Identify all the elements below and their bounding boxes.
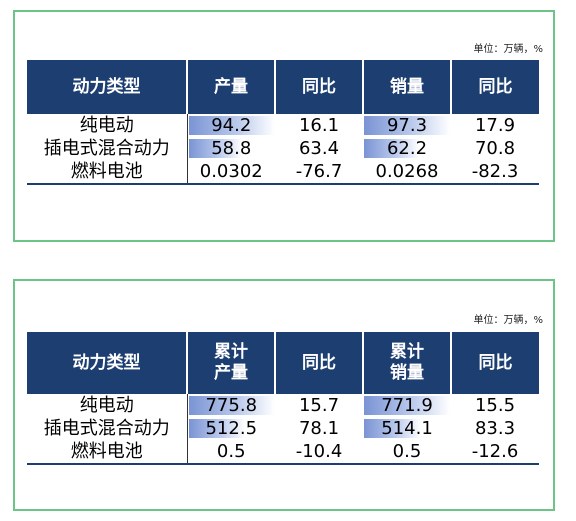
sales-data-bar bbox=[364, 396, 450, 415]
sales-data-bar bbox=[364, 139, 419, 158]
monthly-table: 动力类型 产量 同比 销量 同比 纯电动 94.2 16.1 97.3 17.9… bbox=[27, 60, 539, 185]
production-cell: 58.8 bbox=[186, 137, 275, 160]
production-data-bar bbox=[188, 419, 246, 438]
header-production-yoy: 同比 bbox=[274, 332, 363, 394]
sales-value: 771.9 bbox=[381, 395, 433, 416]
production-cell: 512.5 bbox=[186, 417, 275, 440]
sales-yoy-cell: 17.9 bbox=[474, 115, 516, 136]
production-cell: 0.5 bbox=[186, 440, 275, 465]
production-data-bar bbox=[188, 116, 275, 135]
power-type-cell: 插电式混合动力 bbox=[43, 418, 170, 439]
production-data-bar bbox=[188, 139, 243, 158]
production-value: 0.0302 bbox=[199, 161, 263, 182]
cumulative-panel: 单位：万辆，% 动力类型 累计 产量 同比 累计 销量 同比 纯电动 775.8… bbox=[13, 279, 555, 511]
production-yoy-cell: 15.7 bbox=[298, 395, 340, 416]
header-sales: 销量 bbox=[362, 60, 451, 114]
header-production: 产量 bbox=[186, 60, 275, 114]
header-sales-yoy: 同比 bbox=[450, 332, 539, 394]
sales-cell: 62.2 bbox=[363, 137, 451, 160]
sales-value: 0.0268 bbox=[375, 161, 439, 182]
sales-yoy-cell: -12.6 bbox=[451, 440, 539, 465]
production-yoy-cell: 16.1 bbox=[298, 115, 340, 136]
header-cumulative-sales: 累计 销量 bbox=[362, 332, 451, 394]
header-sales-yoy: 同比 bbox=[450, 60, 539, 114]
unit-note: 单位：万辆，% bbox=[473, 44, 543, 55]
table-row: 纯电动 94.2 16.1 97.3 17.9 bbox=[27, 114, 539, 137]
sales-value: 0.5 bbox=[392, 441, 422, 462]
sales-cell: 97.3 bbox=[363, 114, 451, 137]
cumulative-table: 动力类型 累计 产量 同比 累计 销量 同比 纯电动 775.8 15.7 77… bbox=[27, 332, 539, 465]
sales-cell: 0.0268 bbox=[363, 160, 451, 185]
production-value: 775.8 bbox=[205, 395, 258, 416]
sales-cell: 771.9 bbox=[363, 394, 451, 417]
header-power-type: 动力类型 bbox=[27, 60, 187, 114]
production-yoy-cell: -10.4 bbox=[275, 440, 363, 465]
table-row: 纯电动 775.8 15.7 771.9 15.5 bbox=[27, 394, 539, 417]
production-yoy-cell: 63.4 bbox=[298, 138, 340, 159]
sales-data-bar bbox=[364, 116, 450, 135]
sales-yoy-cell: 70.8 bbox=[474, 138, 516, 159]
sales-value: 97.3 bbox=[386, 115, 428, 136]
production-cell: 94.2 bbox=[186, 114, 275, 137]
production-value: 512.5 bbox=[205, 418, 258, 439]
table-header-row: 动力类型 产量 同比 销量 同比 bbox=[27, 60, 539, 114]
header-power-type: 动力类型 bbox=[27, 332, 187, 394]
power-type-cell: 燃料电池 bbox=[27, 160, 187, 185]
sales-cell: 514.1 bbox=[363, 417, 451, 440]
table-row: 插电式混合动力 512.5 78.1 514.1 83.3 bbox=[27, 417, 539, 440]
sales-value: 514.1 bbox=[381, 418, 433, 439]
unit-note: 单位：万辆，% bbox=[473, 315, 543, 326]
sales-value: 62.2 bbox=[386, 138, 428, 159]
power-type-cell: 纯电动 bbox=[79, 115, 134, 136]
table-row: 燃料电池 0.0302 -76.7 0.0268 -82.3 bbox=[27, 160, 539, 185]
production-cell: 775.8 bbox=[186, 394, 275, 417]
table-row: 插电式混合动力 58.8 63.4 62.2 70.8 bbox=[27, 137, 539, 160]
production-cell: 0.0302 bbox=[186, 160, 275, 185]
production-value: 58.8 bbox=[211, 138, 252, 159]
sales-yoy-cell: -82.3 bbox=[451, 160, 539, 185]
power-type-cell: 燃料电池 bbox=[27, 440, 187, 465]
monthly-panel: 单位：万辆，% 动力类型 产量 同比 销量 同比 纯电动 94.2 16.1 9… bbox=[13, 10, 555, 242]
power-type-cell: 插电式混合动力 bbox=[43, 138, 170, 159]
sales-cell: 0.5 bbox=[363, 440, 451, 465]
production-data-bar bbox=[188, 396, 275, 415]
production-value: 94.2 bbox=[211, 115, 252, 136]
sales-yoy-cell: 15.5 bbox=[474, 395, 516, 416]
production-yoy-cell: 78.1 bbox=[298, 418, 340, 439]
sales-data-bar bbox=[364, 419, 422, 438]
sales-yoy-cell: 83.3 bbox=[474, 418, 516, 439]
header-cumulative-production: 累计 产量 bbox=[186, 332, 275, 394]
production-value: 0.5 bbox=[216, 441, 246, 462]
table-header-row: 动力类型 累计 产量 同比 累计 销量 同比 bbox=[27, 332, 539, 394]
table-row: 燃料电池 0.5 -10.4 0.5 -12.6 bbox=[27, 440, 539, 465]
header-production-yoy: 同比 bbox=[274, 60, 363, 114]
power-type-cell: 纯电动 bbox=[79, 395, 134, 416]
production-yoy-cell: -76.7 bbox=[275, 160, 363, 185]
